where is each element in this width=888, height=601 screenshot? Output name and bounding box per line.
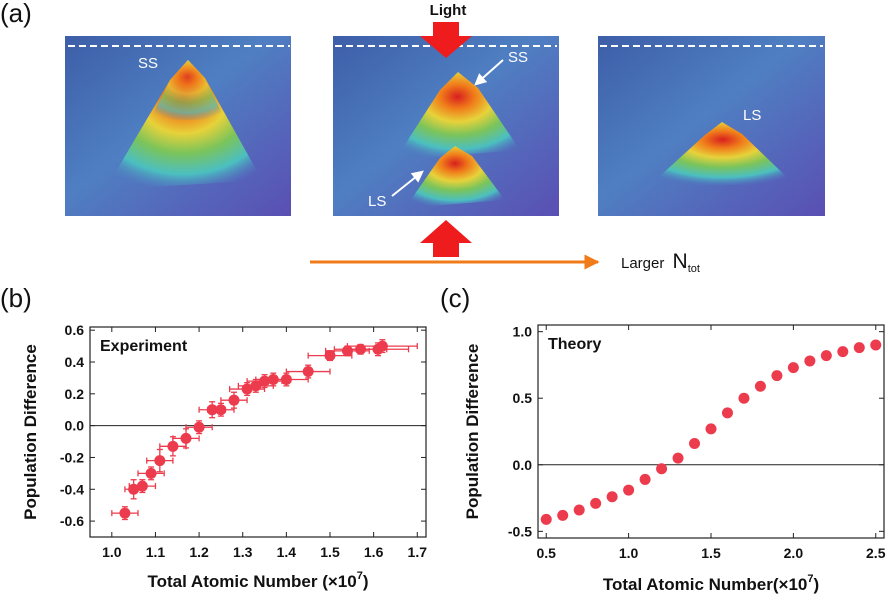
b-experiment-x-tick-label: 1.4 (277, 544, 297, 560)
c-theory-data-point (754, 380, 766, 392)
c-theory-data-point (623, 484, 635, 496)
c-theory-data-point (820, 350, 832, 362)
b-experiment-x-tick-label: 1.6 (364, 544, 384, 560)
ss-label-image-1: SS (138, 55, 158, 72)
c-theory-data-point (853, 342, 865, 354)
c-theory-data-point (771, 370, 783, 382)
light-label: Light (430, 2, 467, 19)
c-theory-data-point (804, 355, 816, 367)
c-theory-data-point (870, 339, 882, 351)
panel-c-label: (c) (440, 283, 471, 313)
c-theory-data-point (573, 504, 585, 516)
ss-pointer-arrow (474, 59, 504, 86)
b-experiment-data-point (154, 455, 166, 467)
c-theory-data-point (540, 513, 552, 525)
light-arrow-bottom-icon (420, 220, 472, 257)
ls-pointer-arrow (391, 170, 424, 197)
absorption-image-1 (65, 36, 291, 216)
theory-annotation: Theory (548, 336, 601, 353)
b-experiment-data-point (228, 394, 240, 406)
c-theory-data-point (738, 392, 750, 404)
b-experiment-y-tick-label: 0.2 (65, 386, 85, 402)
ls-label-image-3: LS (743, 107, 761, 124)
b-experiment-x-tick-label: 1.7 (408, 544, 428, 560)
absorption-image-3 (598, 36, 825, 216)
b-experiment-data-point (180, 432, 192, 444)
c-theory-data-point (639, 473, 651, 485)
b-experiment-y-tick-label: 0.6 (65, 322, 85, 338)
c-theory-x-tick-label: 1.5 (701, 545, 721, 561)
b-experiment-x-tick-label: 1.3 (233, 544, 253, 560)
c-theory-y-tick-label: 1.0 (513, 324, 533, 340)
c-theory-x-tick-label: 1.0 (619, 545, 639, 561)
c-theory-data-point (721, 407, 733, 419)
panel-b-label: (b) (0, 283, 32, 313)
b-experiment-data-point (302, 366, 314, 378)
experiment-x-axis-label: Total Atomic Number (×107) (147, 570, 368, 591)
experiment-annotation: Experiment (100, 338, 188, 355)
b-experiment-y-tick-label: -0.6 (60, 513, 84, 529)
theory-y-axis-label: Population Difference (463, 344, 482, 520)
b-experiment-data-point (376, 340, 388, 352)
c-theory-data-point (557, 509, 569, 521)
c-theory-data-point (787, 362, 799, 374)
b-experiment-y-tick-label: -0.2 (60, 449, 84, 465)
c-theory-y-tick-label: -0.5 (508, 523, 532, 539)
c-theory-x-tick-label: 2.0 (784, 545, 804, 561)
b-experiment-x-tick-label: 1.5 (320, 544, 340, 560)
c-theory-x-tick-label: 2.5 (866, 545, 886, 561)
c-theory-data-point (705, 423, 717, 435)
b-experiment-data-point (215, 404, 227, 416)
larger-ntot-label: Larger Ntot (621, 250, 700, 275)
b-experiment-y-tick-label: 0.4 (65, 354, 85, 370)
b-experiment-data-point (324, 350, 336, 362)
b-experiment-y-tick-label: 0.0 (65, 418, 85, 434)
b-experiment-data-point (280, 374, 292, 385)
panel-a-label: (a) (0, 0, 32, 28)
b-experiment-data-point (250, 380, 262, 392)
b-experiment-plot-frame (89, 326, 427, 538)
b-experiment-data-point (119, 507, 131, 519)
b-experiment-y-tick-label: -0.4 (60, 481, 84, 497)
light-arrow-top-icon (420, 22, 472, 58)
c-theory-data-point (656, 463, 668, 475)
theory-chart: Population Difference Total Atomic Numbe… (463, 324, 886, 594)
b-experiment-x-tick-label: 1.1 (146, 544, 166, 560)
c-theory-y-tick-label: 0.5 (513, 390, 533, 406)
ss-label-image-2: SS (508, 49, 528, 66)
b-experiment-data-point (145, 467, 157, 479)
c-theory-data-point (837, 346, 849, 358)
theory-x-axis-label: Total Atomic Number(×107) (603, 573, 819, 594)
c-theory-y-tick-label: 0.0 (513, 457, 533, 473)
experiment-chart: Population Difference Total Atomic Numbe… (21, 322, 428, 591)
b-experiment-data-point (193, 421, 205, 433)
c-theory-x-tick-label: 0.5 (537, 545, 557, 561)
experiment-y-axis-label: Population Difference (21, 344, 40, 520)
c-theory-data-point (672, 452, 684, 464)
b-experiment-data-point (136, 480, 148, 492)
c-theory-data-point (689, 437, 701, 449)
ls-label-image-2: LS (368, 193, 386, 210)
panel-a-images: Light SS SS LS LS Larger Ntot (65, 2, 825, 275)
c-theory-data-point (590, 497, 602, 509)
b-experiment-x-tick-label: 1.0 (102, 544, 122, 560)
b-experiment-x-tick-label: 1.2 (189, 544, 209, 560)
b-experiment-data-point (167, 440, 179, 452)
c-theory-data-point (606, 491, 618, 503)
